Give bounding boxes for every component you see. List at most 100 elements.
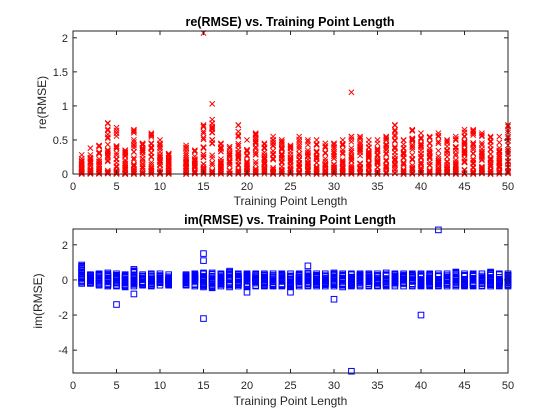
data-point — [443, 279, 451, 287]
data-point — [304, 152, 311, 159]
data-point — [244, 163, 250, 170]
data-point — [261, 273, 268, 281]
data-point — [426, 148, 433, 154]
data-point — [270, 133, 277, 140]
data-point — [444, 164, 451, 171]
data-point — [461, 133, 468, 140]
data-point — [217, 161, 224, 167]
data-point — [452, 164, 459, 170]
data-point — [365, 136, 372, 143]
data-point — [95, 270, 103, 278]
data-point — [78, 270, 86, 278]
data-point — [200, 154, 207, 161]
data-point — [191, 270, 199, 278]
data-point — [304, 269, 312, 277]
data-point — [209, 126, 216, 133]
data-point — [200, 257, 207, 264]
data-point — [287, 156, 294, 163]
data-point — [295, 270, 303, 278]
data-point — [478, 165, 485, 172]
data-point — [130, 149, 137, 155]
data-point — [357, 141, 364, 148]
data-point — [87, 271, 94, 278]
data-point — [113, 163, 120, 170]
data-point — [330, 295, 338, 303]
data-point — [130, 144, 137, 151]
data-point — [330, 282, 338, 290]
data-point — [418, 143, 424, 150]
data-point — [496, 139, 503, 146]
y-tick-label: 0 — [62, 169, 68, 181]
data-point — [139, 155, 146, 162]
data-point — [244, 136, 250, 143]
data-point — [200, 144, 207, 151]
data-point — [357, 134, 364, 141]
data-point — [426, 140, 433, 147]
data-point — [269, 282, 277, 290]
data-point — [252, 166, 259, 173]
data-point — [391, 149, 398, 156]
data-point — [339, 283, 346, 291]
x-tick-label: 45 — [458, 380, 470, 392]
data-point — [243, 277, 251, 285]
data-point — [487, 278, 494, 286]
data-point — [139, 170, 146, 176]
data-point — [391, 282, 399, 290]
data-point — [182, 271, 190, 278]
data-point — [322, 161, 329, 168]
data-point — [165, 274, 172, 282]
data-point — [157, 151, 163, 158]
data-point — [400, 168, 407, 175]
data-point — [426, 161, 433, 168]
data-point — [461, 126, 468, 133]
data-point — [104, 282, 112, 290]
x-tick-label: 30 — [328, 181, 340, 193]
data-point — [96, 149, 103, 156]
data-point — [339, 136, 346, 143]
data-point — [435, 140, 442, 147]
data-point — [113, 156, 120, 163]
data-point — [383, 135, 390, 142]
data-point — [295, 282, 303, 290]
data-point — [252, 270, 259, 278]
data-point — [287, 157, 294, 164]
data-point — [313, 136, 320, 143]
data-point — [183, 148, 190, 154]
data-point — [87, 275, 94, 283]
data-point — [252, 282, 259, 290]
data-point — [357, 152, 364, 159]
data-point — [261, 141, 268, 148]
data-point — [209, 116, 216, 123]
data-point — [278, 138, 285, 145]
data-point — [409, 156, 416, 163]
data-point — [365, 148, 372, 155]
data-point — [296, 150, 303, 157]
data-point — [191, 156, 198, 163]
data-point — [183, 142, 190, 149]
data-point — [270, 156, 277, 163]
data-point — [96, 143, 103, 150]
data-point — [418, 153, 424, 160]
data-point — [113, 143, 120, 150]
data-point — [243, 270, 251, 278]
data-point — [348, 149, 355, 156]
data-point — [322, 169, 329, 176]
data-point — [313, 148, 320, 155]
data-point — [391, 122, 398, 128]
data-point — [209, 136, 216, 143]
data-point — [278, 270, 286, 278]
data-point — [209, 160, 216, 167]
data-point — [348, 145, 355, 152]
data-point — [418, 136, 424, 143]
data-point — [357, 163, 364, 170]
x-tick-label: 30 — [328, 380, 340, 392]
data-point — [444, 167, 451, 174]
data-point — [217, 168, 224, 174]
data-point — [496, 158, 503, 165]
data-point — [331, 140, 337, 147]
data-point — [322, 270, 329, 278]
data-point — [452, 152, 459, 159]
data-point — [287, 142, 294, 149]
data-point — [357, 143, 364, 150]
data-point — [313, 154, 320, 161]
